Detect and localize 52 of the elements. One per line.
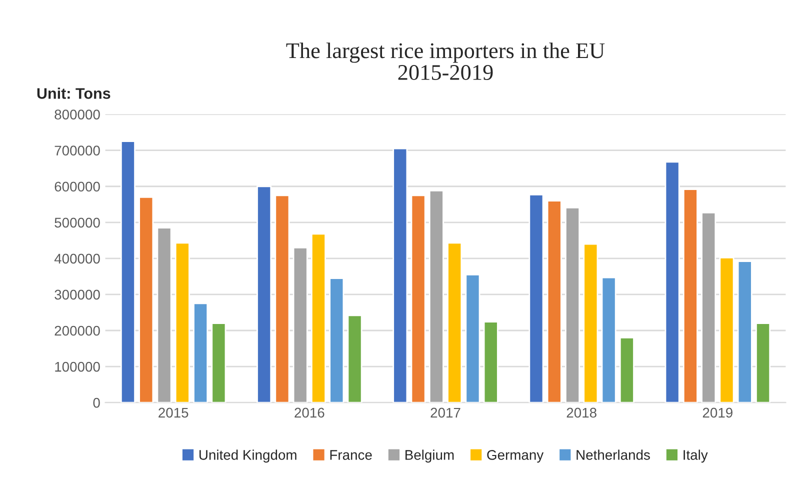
bar — [392, 148, 408, 403]
bar — [528, 194, 544, 403]
bar — [329, 278, 344, 403]
text: Unit: Tons — [37, 88, 110, 99]
y-tick-label: 600000 — [54, 182, 100, 192]
legend-label: Italy — [684, 450, 708, 463]
bar — [719, 257, 734, 403]
bar — [274, 194, 290, 403]
legend-label: Germany — [487, 450, 544, 463]
bar — [193, 302, 208, 403]
legend-label: United Kingdom — [200, 450, 296, 463]
bar — [347, 314, 362, 403]
bar — [483, 321, 498, 403]
x-tick-label: 2015 — [158, 408, 188, 418]
bar — [737, 260, 752, 403]
y-tick-label: 100000 — [55, 362, 100, 372]
y-tick-label: 800000 — [54, 110, 100, 120]
y-tick-label: 700000 — [54, 146, 100, 156]
y-tick-label: 200000 — [54, 326, 100, 336]
bar — [447, 242, 462, 403]
bar — [619, 337, 634, 403]
bar — [682, 188, 698, 403]
y-tick-label: 300000 — [54, 290, 100, 300]
legend-label: Netherlands — [576, 450, 650, 460]
bar — [310, 233, 326, 403]
bar — [156, 227, 172, 403]
x-tick-label: 2017 — [430, 408, 460, 418]
bar — [292, 246, 308, 403]
bar — [601, 276, 616, 403]
y-tick-label: 0 — [93, 398, 100, 408]
legend-label: France — [330, 450, 372, 460]
bar — [756, 322, 771, 403]
bar — [583, 243, 598, 403]
bar — [701, 212, 716, 403]
x-tick-label: 2018 — [566, 408, 596, 418]
bar — [664, 161, 680, 403]
bar — [211, 322, 226, 403]
chart-title: The largest rice importers in the EU 2015-2019 — [286, 42, 605, 80]
bar — [174, 242, 190, 403]
x-tick-label: 2016 — [294, 408, 324, 418]
bar — [428, 190, 444, 403]
x-tick-label: 2019 — [702, 408, 732, 418]
bar — [465, 274, 480, 403]
bar — [138, 196, 154, 403]
bar — [120, 140, 136, 403]
y-tick-label: 500000 — [54, 218, 100, 228]
y-tick-label: 400000 — [54, 254, 100, 264]
bar — [546, 200, 562, 403]
bar — [410, 194, 426, 403]
bar — [256, 186, 272, 403]
bar — [565, 206, 580, 403]
legend-label: Belgium — [406, 450, 454, 463]
